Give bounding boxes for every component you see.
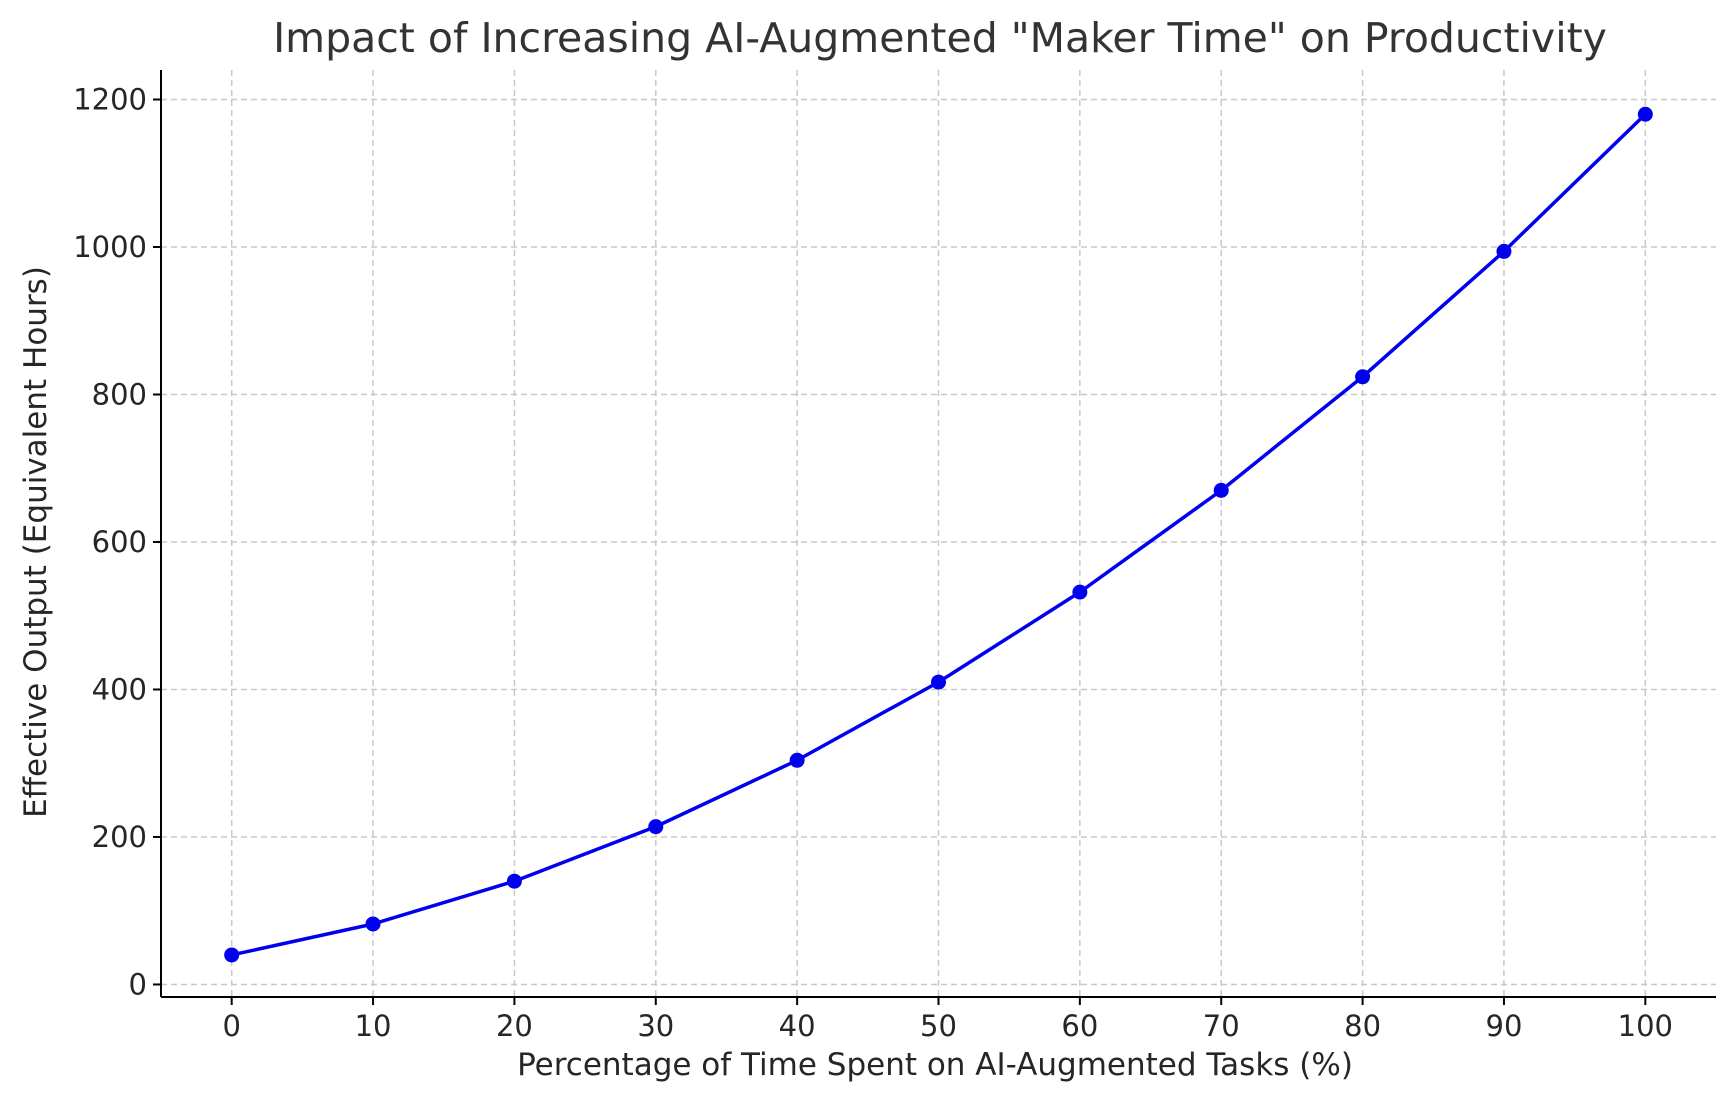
x-tick-label: 70 xyxy=(1203,1009,1240,1043)
y-tick-label: 800 xyxy=(92,377,147,411)
data-point xyxy=(1637,106,1653,122)
x-tick-label: 10 xyxy=(355,1009,392,1043)
data-point xyxy=(789,752,805,768)
x-tick-label: 20 xyxy=(496,1009,533,1043)
grid-layer xyxy=(161,70,1716,997)
data-point xyxy=(1496,243,1512,259)
y-tick-label: 1000 xyxy=(73,230,147,264)
y-tick-label: 1200 xyxy=(73,82,147,116)
x-tick-label: 100 xyxy=(1618,1009,1673,1043)
series-layer xyxy=(224,106,1653,963)
data-point xyxy=(506,873,522,889)
x-tick-label: 40 xyxy=(779,1009,816,1043)
x-tick-label: 50 xyxy=(920,1009,957,1043)
x-tick-label: 80 xyxy=(1344,1009,1381,1043)
x-tick-label: 60 xyxy=(1061,1009,1098,1043)
x-tick-label: 30 xyxy=(637,1009,674,1043)
y-tick-label: 600 xyxy=(92,525,147,559)
x-axis-label: Percentage of Time Spent on AI-Augmented… xyxy=(517,1047,1353,1083)
chart-title: Impact of Increasing AI-Augmented "Maker… xyxy=(273,14,1607,62)
y-tick-label: 0 xyxy=(129,967,147,1001)
data-point xyxy=(1213,482,1229,498)
data-point xyxy=(1355,369,1371,385)
y-axis-label: Effective Output (Equivalent Hours) xyxy=(18,266,54,818)
ticks-layer: 0 10 20 30 40 50 60 70 80 90 100020040060080010001… xyxy=(73,82,1673,1043)
x-tick-label: 0 xyxy=(222,1009,240,1043)
y-tick-label: 400 xyxy=(92,672,147,706)
y-tick-label: 200 xyxy=(92,820,147,854)
data-point xyxy=(1072,584,1088,600)
data-point xyxy=(931,674,946,690)
data-point xyxy=(224,947,240,963)
data-point xyxy=(648,819,664,835)
data-point xyxy=(365,916,381,932)
x-tick-label: 90 xyxy=(1486,1009,1523,1043)
